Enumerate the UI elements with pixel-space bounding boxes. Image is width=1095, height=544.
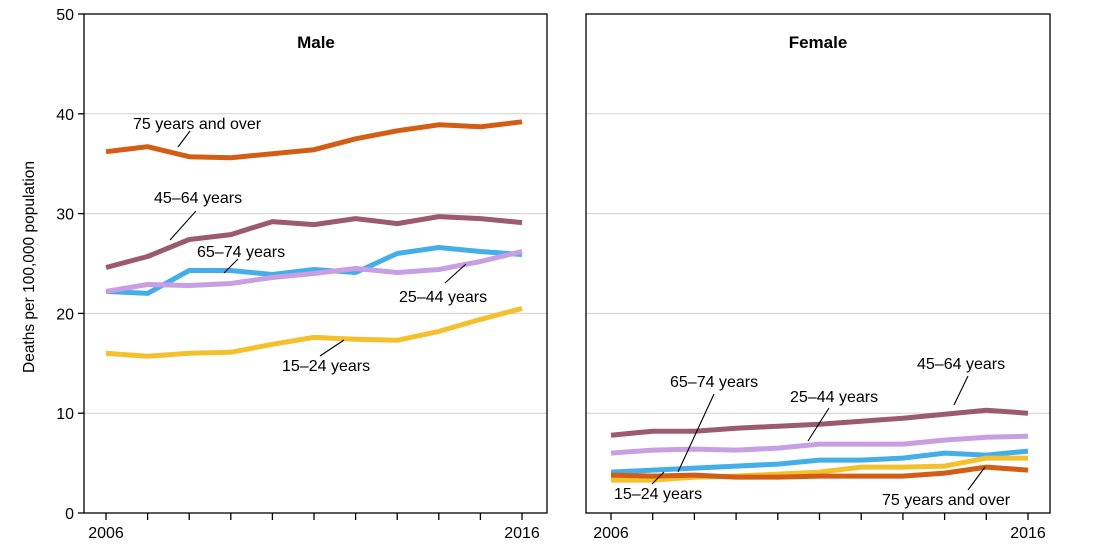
series-label-male-45-64: 45–64 years	[154, 190, 242, 207]
leader-female-65-74	[677, 393, 715, 473]
x-tick-label-female-2006: 2006	[593, 525, 629, 542]
gridlines	[84, 113, 1050, 414]
axis-ticks	[78, 13, 1029, 520]
x-tick-label-male-2006: 2006	[88, 525, 124, 542]
y-tick-label-0: 0	[65, 506, 74, 523]
series-line-female-65-74-years	[610, 448, 1029, 475]
series-line-female-15-24-years	[611, 455, 1028, 483]
series-label-female-65-74: 65–74 years	[670, 374, 758, 391]
leader-male-25-44	[444, 263, 467, 284]
leader-male-45-64	[169, 210, 197, 241]
leader-male-75-over	[177, 130, 191, 148]
leader-female-75-over	[967, 466, 986, 491]
series-label-male-65-74: 65–74 years	[197, 244, 285, 261]
series-label-female-75-over: 75 years and over	[882, 492, 1011, 509]
x-tick-label-female-2016: 2016	[1010, 525, 1046, 542]
panel-title-male: Male	[297, 33, 335, 52]
panel-frames	[83, 13, 1051, 514]
series-lines	[105, 119, 1029, 483]
series-line-male-45-64-years	[105, 214, 523, 270]
series-line-male-75-years-and-over	[105, 119, 523, 161]
series-line-male-65-74-years	[105, 245, 523, 296]
series-label-male-15-24: 15–24 years	[282, 358, 370, 375]
series-line-male-15-24-years	[105, 305, 523, 359]
series-label-female-25-44: 25–44 years	[790, 389, 878, 406]
leader-male-15-24	[319, 339, 345, 357]
series-label-female-45-64: 45–64 years	[917, 356, 1005, 373]
series-line-female-45-64-years	[610, 407, 1029, 438]
panel-frame-male	[83, 13, 548, 514]
series-line-male-25-44-years	[105, 249, 523, 294]
y-tick-label-50: 50	[56, 7, 74, 24]
panel-title-female: Female	[789, 33, 848, 52]
y-axis-label: Deaths per 100,000 population	[21, 161, 38, 373]
leader-female-25-44	[807, 407, 830, 442]
series-label-male-25-44: 25–44 years	[399, 289, 487, 306]
leader-female-15-24	[651, 471, 665, 485]
chart-text: Deaths per 100,000 population Male Femal…	[21, 7, 1046, 542]
panel-frame-female	[585, 13, 1051, 514]
y-tick-label-10: 10	[56, 406, 74, 423]
leader-female-45-64	[953, 375, 969, 406]
series-line-female-25-44-years	[610, 433, 1029, 456]
leader-male-65-74	[223, 258, 239, 274]
label-leaders	[169, 130, 986, 491]
y-tick-label-30: 30	[56, 207, 74, 224]
series-label-male-75-over: 75 years and over	[133, 116, 262, 133]
series-line-female-75-years-and-over	[610, 464, 1029, 480]
series-label-female-15-24: 15–24 years	[614, 486, 702, 503]
y-tick-label-40: 40	[56, 107, 74, 124]
y-tick-label-20: 20	[56, 306, 74, 323]
x-tick-label-male-2016: 2016	[504, 525, 540, 542]
